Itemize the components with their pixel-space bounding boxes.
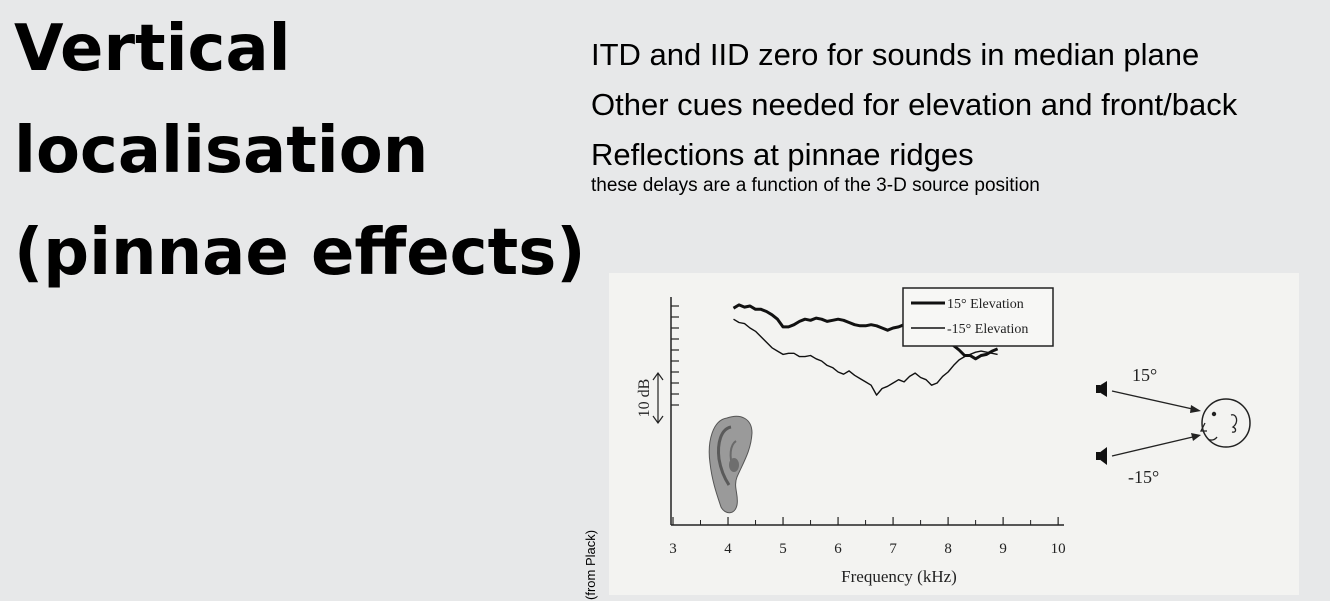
elevation-down-label: -15° (1128, 467, 1159, 487)
pinnae-figure: 3 4 5 6 7 8 9 10 Frequency (kHz) 10 dB 15° Elev… (609, 273, 1299, 595)
slide-title: Vertical localisation (pinnae effects) (14, 0, 586, 304)
bullet-2: Other cues needed for elevation and fron… (591, 87, 1238, 122)
x-tick-label: 7 (889, 541, 897, 557)
title-line-2: localisation (14, 114, 429, 188)
x-axis-ticks: 3 4 5 6 7 8 9 10 (669, 517, 1066, 557)
x-tick-label: 4 (724, 541, 732, 557)
x-tick-label: 9 (999, 541, 1007, 557)
head-icon (1199, 398, 1251, 448)
chart-legend: 15° Elevation -15° Elevation (902, 287, 1054, 347)
scale-bar-arrow (652, 371, 664, 425)
legend-entry-minus15-elevation: -15° Elevation (947, 322, 1028, 337)
bullet-list: ITD and IID zero for sounds in median pl… (591, 30, 1237, 198)
frequency-response-chart: 3 4 5 6 7 8 9 10 Frequency (kHz) 10 dB 15° Elev… (636, 287, 1251, 586)
x-tick-label: 5 (779, 541, 787, 557)
title-line-3: (pinnae effects) (14, 216, 586, 290)
elevation-up-label: 15° (1132, 365, 1157, 385)
legend-entry-15-elevation: 15° Elevation (947, 297, 1024, 312)
bullet-subnote: these delays are a function of the 3-D s… (591, 175, 1040, 196)
bullet-3: Reflections at pinnae ridges (591, 137, 974, 172)
y-axis-ticks (671, 305, 679, 406)
ear-image (708, 415, 753, 514)
title-line-1: Vertical (14, 12, 291, 86)
loudspeaker-icon-bottom (1096, 447, 1107, 465)
sound-arrows (1111, 390, 1201, 457)
scale-bar-label: 10 dB (636, 379, 653, 418)
x-tick-label: 3 (669, 541, 677, 557)
x-tick-label: 8 (944, 541, 952, 557)
x-axis-label: Frequency (kHz) (841, 567, 957, 586)
series-minus15-elevation-line (733, 318, 998, 396)
source-credit: (from Plack) (583, 529, 598, 600)
loudspeaker-icon-top (1096, 381, 1107, 397)
x-tick-label: 10 (1051, 541, 1066, 557)
x-tick-label: 6 (834, 541, 842, 557)
bullet-1: ITD and IID zero for sounds in median pl… (591, 37, 1200, 72)
